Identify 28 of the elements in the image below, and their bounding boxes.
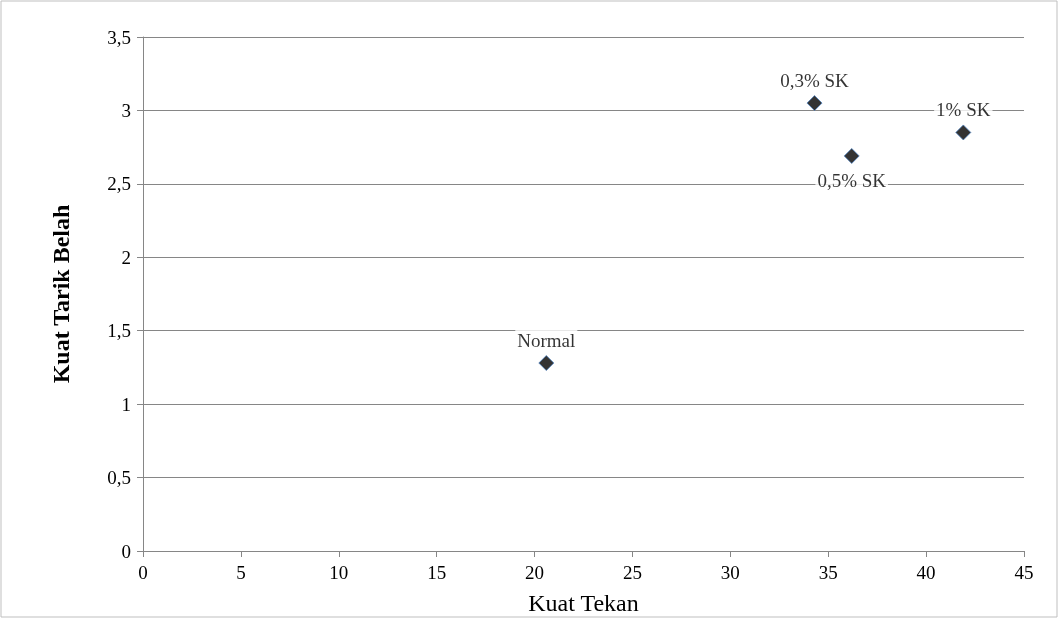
x-tick-label: 40 [916,562,936,583]
x-axis-title: Kuat Tekan [528,590,639,616]
x-tick-label: 10 [329,562,349,583]
x-tick-label: 30 [720,562,740,583]
annotation: 0,3% SK [780,70,850,92]
y-tick-label: 3,5 [107,26,131,48]
x-tick-label: 45 [1014,562,1034,583]
annotation: 1% SK [936,99,991,121]
point [843,147,860,164]
y-tick-label: 2,5 [107,173,131,195]
x-tick-label: 25 [622,562,642,583]
y-tick-label: 2 [121,246,131,268]
point [806,95,823,112]
x-tick-label: 35 [818,562,838,583]
y-tick-label: 3 [121,99,131,121]
point [955,124,972,141]
y-tick-label: 0,5 [107,467,131,489]
x-tick-label: 0 [138,562,148,583]
y-axis-title: Kuat Tarik Belah [48,204,74,384]
y-tick-label: 1 [121,393,131,415]
annotation: 0,5% SK [817,169,887,191]
point [538,355,555,372]
y-tick-label: 1,5 [107,320,131,342]
x-tick-label: 15 [427,562,447,583]
y-tick-label: 0 [121,540,131,562]
x-tick-label: 20 [525,562,545,583]
annotation: Normal [517,330,576,352]
x-tick-label: 5 [236,562,246,583]
